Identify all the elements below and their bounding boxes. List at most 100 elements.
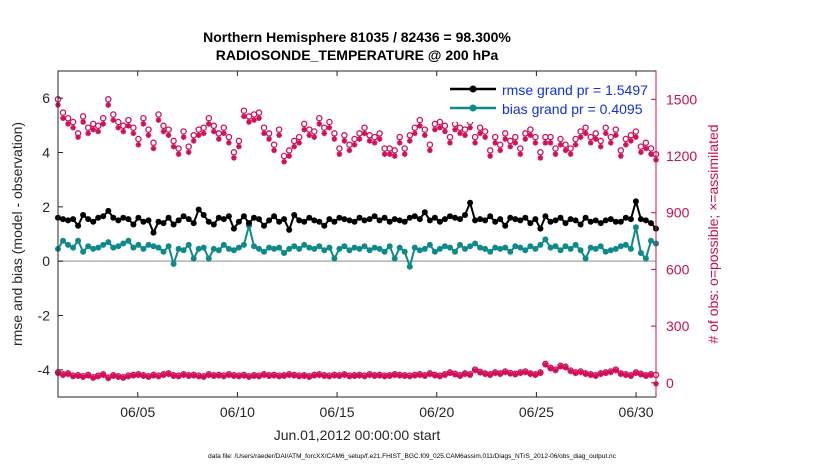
bias-point [190, 255, 197, 262]
obs-possible-marker [557, 135, 564, 143]
obs-low-assimilated-marker [512, 371, 519, 378]
rmse-point [376, 217, 383, 224]
obs-low-assimilated-marker [140, 373, 147, 380]
obs-assimilated-marker [301, 126, 308, 133]
obs-low-assimilated-marker [170, 373, 177, 380]
rmse-point [65, 217, 72, 224]
obs-low-assimilated-marker [396, 373, 403, 379]
obs-assimilated-marker [205, 121, 212, 127]
obs-assimilated-marker [592, 136, 599, 142]
obs-assimilated-marker [527, 132, 534, 139]
obs-possible-marker [300, 120, 308, 128]
bias-point [542, 236, 549, 243]
bias-point [512, 243, 519, 250]
bias-point [276, 244, 283, 251]
bias-point [215, 247, 222, 254]
obs-low-assimilated-marker [356, 373, 363, 379]
obs-low-assimilated-marker [623, 372, 629, 379]
obs-low-assimilated-marker [597, 371, 604, 378]
obs-assimilated-marker [216, 136, 222, 142]
obs-possible-marker [577, 128, 584, 135]
obs-possible-marker [391, 147, 398, 154]
legend-rmse-marker [469, 85, 477, 93]
obs-assimilated-marker [251, 117, 257, 123]
bias-point [336, 245, 343, 252]
rmse-point [612, 218, 619, 225]
bias-point [502, 244, 509, 251]
obs-low-assimilated-marker [376, 373, 383, 379]
bias-point [220, 241, 227, 248]
rmse-point [502, 222, 509, 229]
rmse-point [517, 217, 524, 224]
rmse-point [562, 220, 569, 227]
obs-low-assimilated-marker [547, 365, 554, 372]
bias-point [301, 241, 308, 248]
y-tick-label-left: -2 [38, 308, 51, 324]
rmse-point [637, 216, 644, 223]
obs-assimilated-marker [417, 123, 423, 129]
obs-possible-marker [175, 145, 182, 152]
obs-low-assimilated-marker [527, 371, 534, 378]
obs-assimilated-marker [371, 140, 378, 146]
obs-possible-marker [517, 145, 524, 152]
rmse-point [386, 218, 393, 225]
rmse-point [587, 218, 594, 225]
obs-assimilated-marker [437, 124, 443, 131]
obs-assimilated-marker [115, 124, 122, 131]
obs-possible-marker [220, 124, 228, 131]
bias-point [612, 245, 619, 252]
bias-point [145, 241, 152, 248]
obs-low-assimilated-marker [638, 371, 644, 378]
bias-point [291, 243, 298, 250]
rmse-point [331, 218, 338, 225]
obs-possible-marker [632, 128, 640, 135]
obs-assimilated-marker [266, 136, 272, 142]
obs-low-assimilated-marker [180, 372, 187, 379]
bias-point [477, 244, 484, 251]
bias-point [577, 247, 584, 254]
obs-possible-marker [602, 124, 609, 131]
obs-possible-marker [135, 135, 142, 143]
rmse-point [135, 214, 142, 221]
x-tick-label: 06/30 [619, 404, 654, 420]
rmse-point [261, 222, 267, 229]
obs-low-assimilated-marker [226, 372, 232, 379]
obs-assimilated-marker [95, 128, 102, 135]
bias-point [567, 245, 574, 252]
bias-point [261, 248, 267, 255]
bias-point [140, 245, 147, 252]
rmse-point [477, 216, 484, 223]
rmse-point [225, 213, 232, 220]
rmse-point [577, 221, 584, 228]
bias-point [135, 241, 142, 248]
obs-possible-marker [275, 126, 283, 133]
obs-possible-marker [361, 124, 368, 131]
bias-point [582, 255, 589, 262]
bias-point [316, 243, 323, 250]
obs-possible-marker [401, 145, 408, 152]
y-tick-label-right: 600 [666, 261, 690, 277]
obs-assimilated-marker [326, 124, 333, 131]
obs-low-assimilated-marker [432, 373, 438, 379]
obs-possible-marker [592, 130, 599, 137]
rmse-point [356, 214, 363, 221]
obs-low-assimilated-marker [602, 370, 609, 377]
bias-point [622, 241, 629, 248]
x-tick-label: 06/25 [519, 404, 554, 420]
obs-possible-marker [527, 126, 534, 133]
bias-point [557, 247, 564, 254]
bias-point [331, 255, 338, 262]
obs-possible-marker [200, 124, 207, 131]
obs-possible-marker [371, 133, 378, 141]
obs-possible-marker [406, 132, 414, 139]
bias-point [90, 245, 97, 252]
obs-possible-marker [522, 130, 529, 137]
obs-low-assimilated-marker [351, 373, 358, 380]
obs-assimilated-marker [487, 153, 493, 159]
bias-point [110, 244, 117, 251]
plot-area [58, 71, 656, 397]
bias-point [637, 250, 644, 256]
rmse-point [311, 217, 318, 224]
obs-assimilated-marker [582, 130, 589, 137]
obs-assimilated-marker [472, 140, 478, 146]
